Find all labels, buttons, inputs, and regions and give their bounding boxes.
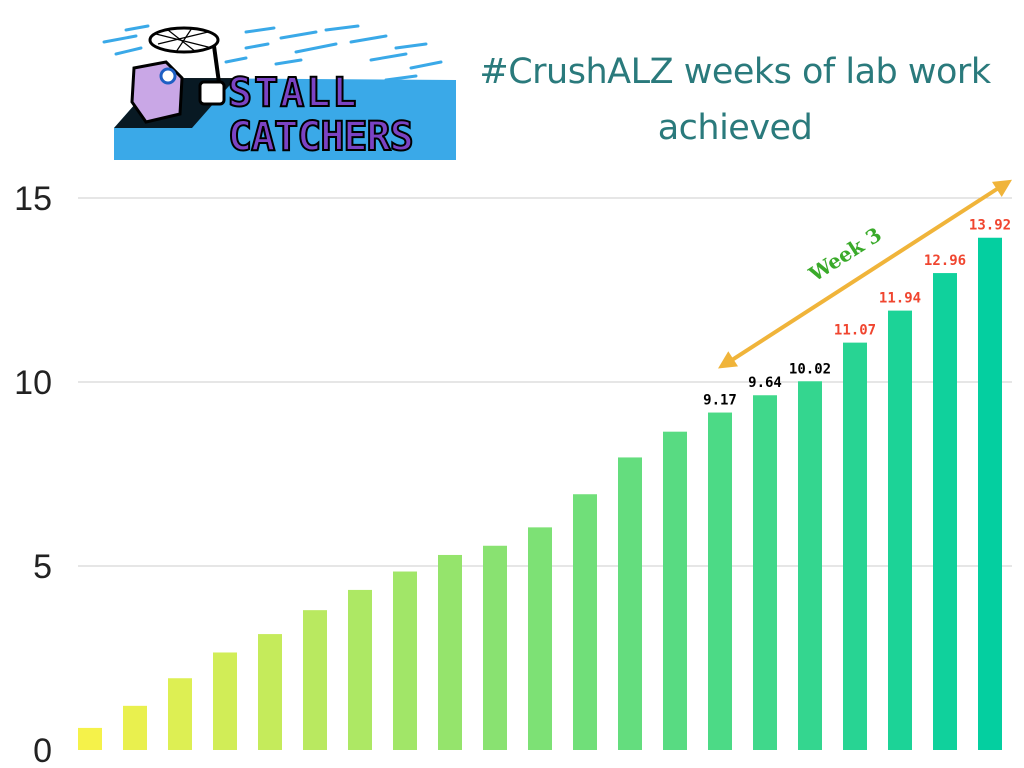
week-annotation-label: Week 3 bbox=[804, 222, 886, 287]
data-label-16: 9.64 bbox=[748, 375, 782, 391]
bar-15 bbox=[708, 412, 732, 750]
bar-7 bbox=[348, 589, 372, 750]
chart-title: #CrushALZ weeks of lab work achieved bbox=[455, 44, 1015, 156]
y-tick-label-10: 10 bbox=[14, 364, 52, 402]
bar-9 bbox=[438, 554, 462, 750]
data-label-18: 11.07 bbox=[834, 323, 876, 339]
grid-lines bbox=[78, 197, 1012, 567]
y-tick-label-15: 15 bbox=[14, 180, 52, 218]
bar-16 bbox=[753, 395, 777, 750]
glasses-icon bbox=[159, 67, 177, 85]
bar-12 bbox=[573, 494, 597, 750]
logo-line-1: STALL bbox=[228, 70, 358, 116]
bar-5 bbox=[258, 634, 282, 750]
bar-18 bbox=[843, 342, 867, 750]
bar-4 bbox=[213, 652, 237, 750]
week-arrow-head-end bbox=[991, 179, 1012, 198]
bar-21 bbox=[978, 237, 1002, 750]
data-label-17: 10.02 bbox=[789, 361, 831, 377]
y-axis-ticks: 0 5 10 15 bbox=[14, 180, 52, 768]
bar-10 bbox=[483, 545, 507, 750]
data-label-19: 11.94 bbox=[879, 291, 921, 307]
bar-11 bbox=[528, 527, 552, 750]
bar-13 bbox=[618, 457, 642, 750]
bars bbox=[78, 237, 1002, 750]
data-label-15: 9.17 bbox=[703, 393, 737, 409]
week-annotation: Week 3 bbox=[718, 179, 1012, 369]
logo-line-2: CATCHERS bbox=[228, 114, 413, 160]
bar-6 bbox=[303, 610, 327, 750]
data-label-21: 13.92 bbox=[969, 218, 1011, 234]
bar-20 bbox=[933, 273, 957, 750]
week-arrow-head-start bbox=[718, 351, 739, 369]
bar-19 bbox=[888, 310, 912, 750]
net-icon bbox=[148, 26, 220, 54]
data-label-20: 12.96 bbox=[924, 253, 966, 269]
stall-catchers-logo: STALL CATCHERS bbox=[102, 24, 456, 160]
bar-17 bbox=[798, 381, 822, 750]
chart-title-line-1: #CrushALZ weeks of lab work bbox=[479, 52, 991, 92]
bar-3 bbox=[168, 678, 192, 750]
fist-icon bbox=[198, 80, 226, 106]
bar-8 bbox=[393, 571, 417, 750]
week-arrow-line bbox=[726, 184, 1004, 365]
chart-title-line-2: achieved bbox=[657, 108, 813, 148]
y-tick-label-0: 0 bbox=[33, 732, 52, 768]
bar-14 bbox=[663, 431, 687, 750]
bar-1 bbox=[78, 727, 102, 750]
bar-2 bbox=[123, 705, 147, 750]
y-tick-label-5: 5 bbox=[33, 548, 52, 586]
